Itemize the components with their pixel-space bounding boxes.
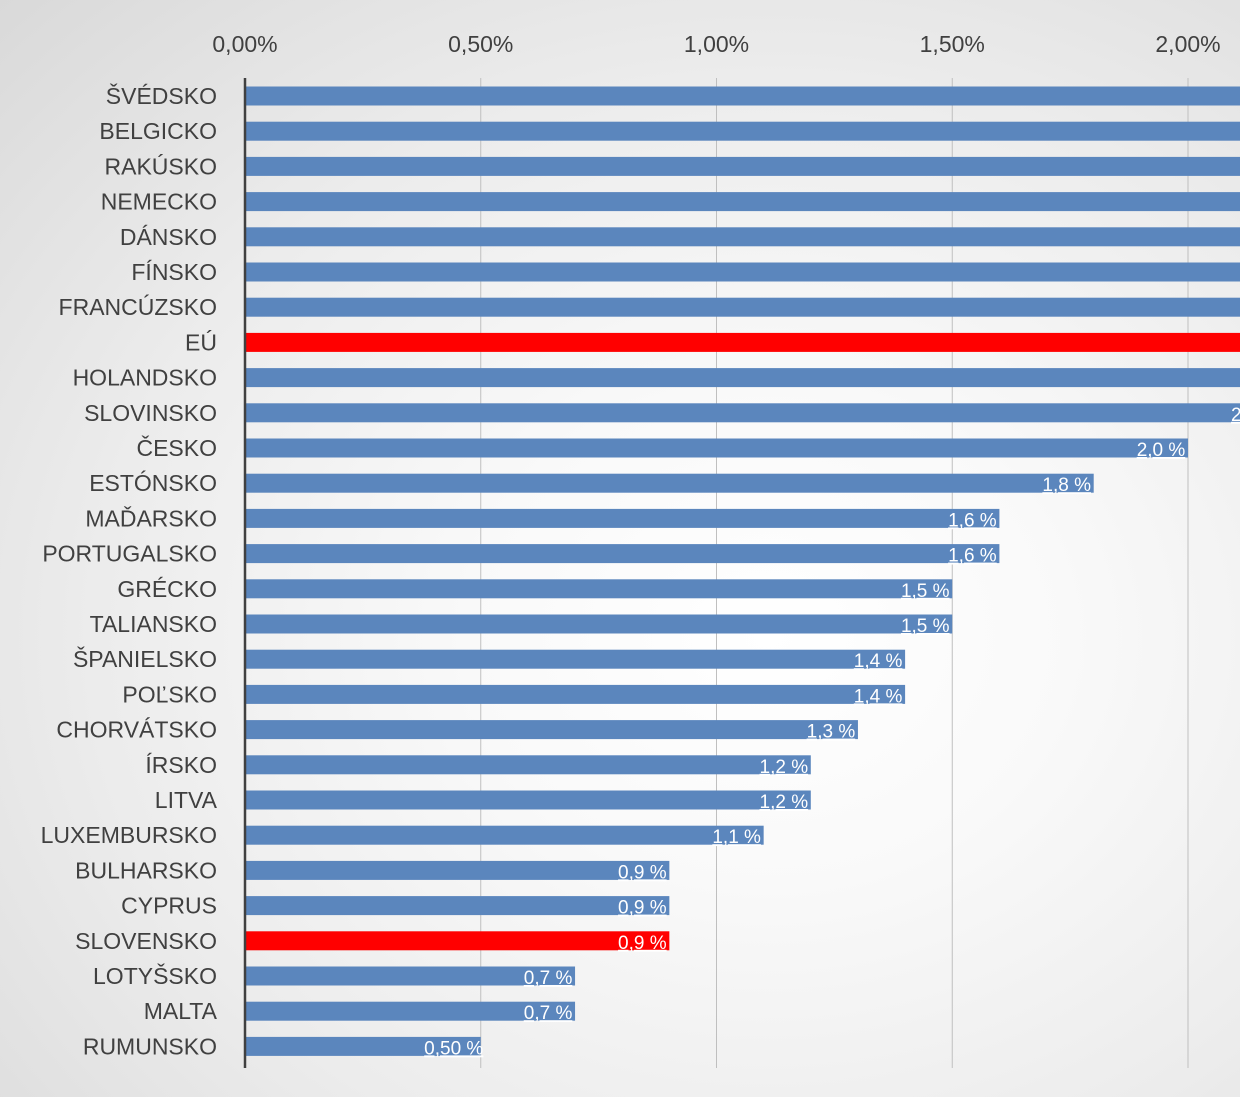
- category-label: SLOVINSKO: [84, 400, 217, 426]
- bar: [245, 755, 811, 775]
- bar: [245, 368, 1240, 388]
- bar-highlighted: [245, 332, 1240, 352]
- bar: [245, 579, 953, 599]
- category-label: LOTYŠSKO: [93, 962, 217, 989]
- category-label: ŠPANIELSKO: [73, 645, 217, 672]
- category-label: POĽSKO: [122, 681, 217, 707]
- bar: [245, 790, 811, 810]
- data-label: 0,7 %: [524, 1003, 573, 1024]
- data-label: 1,3 %: [807, 722, 856, 743]
- data-label: 0,7 %: [524, 968, 573, 989]
- category-label: LUXEMBURSKO: [41, 822, 217, 848]
- bar: [245, 966, 576, 986]
- x-tick-label: 1,50%: [920, 31, 985, 57]
- bar: [245, 86, 1240, 106]
- x-tick-label: 2,00%: [1155, 31, 1220, 57]
- category-label: FRANCÚZSKO: [59, 294, 217, 320]
- category-label: CYPRUS: [121, 893, 217, 919]
- bar: [245, 896, 670, 916]
- x-tick-label: 1,00%: [684, 31, 749, 57]
- bar: [245, 227, 1240, 247]
- bar: [245, 508, 1000, 528]
- bar: [245, 1036, 481, 1056]
- category-label: FÍNSKO: [131, 259, 217, 285]
- category-label: RUMUNSKO: [83, 1033, 217, 1059]
- category-label: ČESKO: [136, 434, 217, 461]
- category-label: HOLANDSKO: [73, 365, 217, 391]
- bar: [245, 156, 1240, 176]
- data-label: 1,6 %: [948, 510, 997, 531]
- data-label: 0,9 %: [618, 862, 667, 883]
- data-label: 1,4 %: [854, 651, 903, 672]
- category-label: NEMECKO: [101, 189, 217, 215]
- bar: [245, 860, 670, 880]
- x-tick-label: 0,50%: [448, 31, 513, 57]
- data-label: 1,6 %: [948, 546, 997, 567]
- grid-lines: [480, 78, 1189, 1068]
- data-label: 0,9 %: [618, 898, 667, 919]
- category-label: RAKÚSKO: [105, 153, 217, 179]
- category-label: DÁNSKO: [120, 224, 217, 250]
- category-label: GRÉCKO: [117, 576, 217, 602]
- bar-highlighted: [245, 931, 670, 951]
- category-label: LITVA: [155, 787, 218, 813]
- category-label: SLOVENSKO: [75, 928, 217, 954]
- x-tick-label: 0,00%: [212, 31, 277, 57]
- x-axis-ticks: 0,00%0,50%1,00%1,50%2,00%2,50%3,00%3,50%…: [212, 31, 1220, 57]
- data-label: 2,2 %: [1231, 405, 1240, 426]
- bar: [245, 544, 1000, 564]
- category-label: ÍRSKO: [145, 752, 217, 778]
- bar: [245, 192, 1240, 212]
- data-label: 1,4 %: [854, 686, 903, 707]
- data-label: 1,5 %: [901, 581, 950, 602]
- y-axis-categories: ŠVÉDSKO BELGICKO RAKÚSKO NEMECKO DÁNSKO FÍNSK…: [41, 82, 218, 1059]
- category-label: CHORVÁTSKO: [56, 717, 217, 743]
- data-label: 1,1 %: [712, 827, 761, 848]
- bar: [245, 297, 1240, 317]
- category-label: ŠVÉDSKO: [106, 82, 217, 109]
- category-label: BELGICKO: [99, 118, 217, 144]
- data-label: 0,9 %: [618, 933, 667, 954]
- bar: [245, 684, 906, 704]
- bars: [245, 86, 1240, 1056]
- bar: [245, 649, 906, 669]
- category-label: MAĎARSKO: [85, 505, 217, 531]
- data-labels: 3,5 %3,5 %3,2 %3,1 %3,0 %2,9 %2,4 %2,3 %…: [424, 405, 1240, 1060]
- bar: [245, 825, 764, 845]
- data-label: 0,50 %: [424, 1038, 483, 1059]
- category-label: MALTA: [144, 998, 218, 1024]
- data-label: 1,2 %: [760, 757, 809, 778]
- category-label: BULHARSKO: [75, 857, 217, 883]
- bar: [245, 438, 1188, 458]
- bar: [245, 121, 1240, 141]
- category-label: ESTÓNSKO: [89, 470, 217, 496]
- category-label: TALIANSKO: [90, 611, 217, 637]
- data-label: 1,2 %: [760, 792, 809, 813]
- bar: [245, 473, 1094, 493]
- bar: [245, 614, 953, 634]
- bar: [245, 720, 858, 740]
- data-label: 2,0 %: [1137, 440, 1186, 461]
- category-label: PORTUGALSKO: [42, 541, 217, 567]
- data-label: 1,5 %: [901, 616, 950, 637]
- bar: [245, 403, 1240, 423]
- bar: [245, 262, 1240, 282]
- category-label: EÚ: [185, 329, 217, 355]
- data-label: 1,8 %: [1042, 475, 1091, 496]
- bar: [245, 1001, 576, 1021]
